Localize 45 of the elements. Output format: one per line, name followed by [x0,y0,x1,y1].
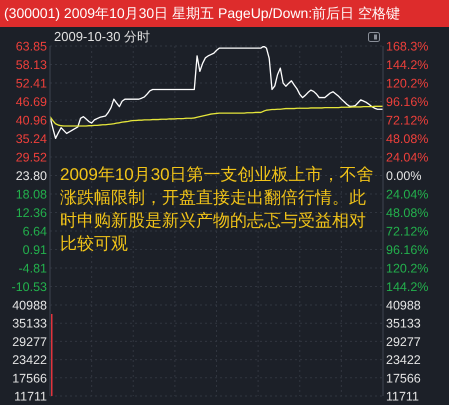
chart-title: (300001) 2009年10月30日 星期五 PageUp/Down:前后日 空格键 [0,0,449,27]
y-tick-label: 46.69 [16,94,48,109]
y2-tick-label: 24.04% [386,150,428,164]
line-series [49,46,384,139]
y2-tick-label: 23422 [386,353,421,368]
y-tick-label: -4.81 [18,262,48,276]
y-tick-label: 40.96 [16,114,48,128]
y-tick-label: 18.08 [16,187,48,202]
y2-tick-label: 48.08% [386,132,428,146]
y2-tick-label: 168.3% [386,40,428,54]
y2-tick-label: 40988 [386,298,421,312]
y2-tick-label: 144.2% [386,280,428,294]
y-tick-label: 17566 [12,371,48,386]
y2-tick-label: 120.2% [386,261,428,276]
y-tick-label: 23.80 [16,169,48,183]
y2-tick-label: 72.12% [386,114,428,128]
annotation: 2009年10月30日第一支创业板上市，不舍涨跌幅限制，开盘直接走出翻倍行情。此时申购新股是新兴产物的忐忑与受益相对比较可观 [60,164,375,255]
y-tick-label: 63.85 [16,40,48,54]
y-tick-label: 29.52 [16,150,48,165]
chart-subtitle: 2009-10-30 分时 [54,29,150,45]
y-tick-label: 6.64 [22,224,48,238]
y-tick-label: 52.41 [16,76,48,90]
y2-tick-label: 48.08% [386,206,428,220]
line-series [49,106,384,127]
y-tick-label: 35.24 [16,132,48,146]
y2-tick-label: 96.16% [386,242,428,257]
y-tick-label: 12.36 [16,206,48,220]
y-tick-label: 35133 [12,316,48,331]
y-tick-label: 11711 [14,390,48,404]
y-tick-label: 23422 [12,353,48,368]
y2-tick-label: 17566 [386,371,421,386]
y2-tick-label: 72.12% [386,224,428,238]
y2-tick-label: 35133 [386,316,421,331]
y2-tick-label: 11711 [386,390,419,404]
y-tick-label: 40988 [12,298,48,312]
y-tick-label: 58.13 [16,58,48,72]
y2-tick-label: 120.2% [386,76,428,91]
y2-tick-label: 96.16% [386,95,428,110]
y2-tick-label: 29277 [386,334,421,349]
y2-tick-label: 0.00% [386,169,422,183]
y2-tick-label: 24.04% [386,188,428,202]
y-tick-label: 29277 [12,334,48,349]
y-tick-label: 0.91 [22,243,48,258]
y2-tick-label: 144.2% [386,58,428,72]
y-tick-label: -10.53 [12,280,48,294]
